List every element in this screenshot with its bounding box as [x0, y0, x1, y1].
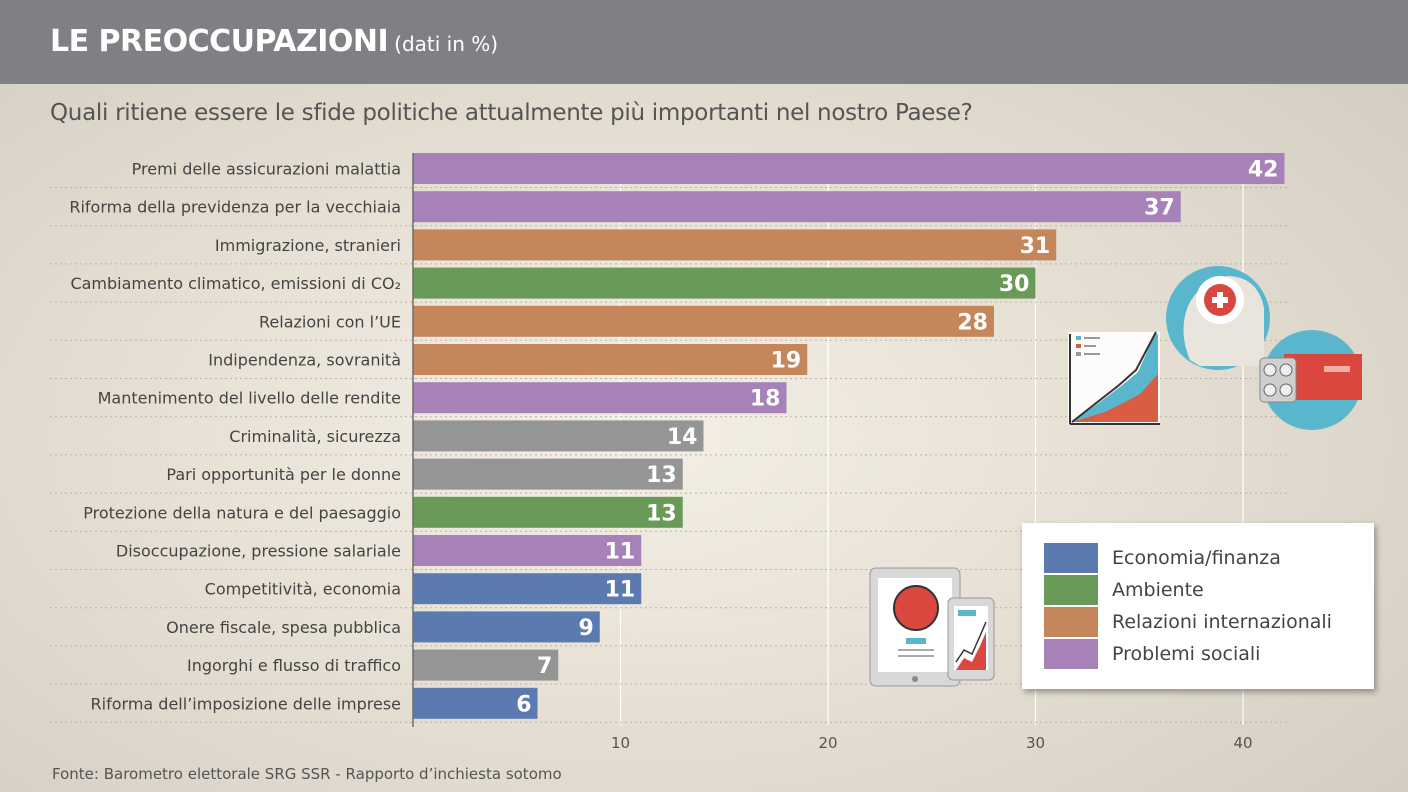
phone-icon	[947, 597, 995, 681]
value-label: 11	[605, 578, 636, 603]
category-label: Riforma della previdenza per la vecchiai…	[69, 198, 401, 217]
category-label: Ingorghi e flusso di traffico	[187, 656, 401, 675]
legend-item-economia-finanza: Economia/finanza	[1044, 543, 1281, 573]
legend-item-ambiente: Ambiente	[1044, 575, 1204, 605]
bar-protezione-della-natura-e-del-paesaggio	[413, 496, 683, 528]
value-label: 42	[1248, 158, 1279, 183]
tablet-icon	[869, 567, 961, 687]
chart-title: LE PREOCCUPAZIONI (dati in %)	[50, 24, 498, 59]
value-label: 28	[957, 310, 988, 335]
category-label: Relazioni con l’UE	[259, 312, 401, 331]
x-tick-label: 20	[818, 734, 837, 752]
value-label: 9	[578, 616, 593, 641]
bar-disoccupazione-pressione-salariale	[413, 535, 642, 566]
legend-label: Ambiente	[1112, 579, 1204, 601]
category-label: Criminalità, sicurezza	[229, 427, 401, 446]
value-label: 6	[516, 692, 531, 717]
legend-item-relazioni-internazionali: Relazioni internazionali	[1044, 607, 1332, 637]
title-text: LE PREOCCUPAZIONI	[50, 24, 389, 59]
category-label: Indipendenza, sovranità	[208, 351, 401, 370]
chart-question: Quali ritiene essere le sfide politiche …	[50, 100, 973, 126]
value-label: 11	[605, 540, 636, 565]
category-label: Competitività, economia	[205, 580, 401, 599]
x-tick-label: 30	[1026, 734, 1045, 752]
bar-ingorghi-e-flusso-di-traffico	[413, 649, 559, 681]
bar-premi-delle-assicurazioni-malattia	[413, 153, 1285, 184]
category-label: Immigrazione, stranieri	[215, 236, 401, 255]
pills-card-icon	[1259, 330, 1362, 430]
value-label: 30	[999, 272, 1030, 297]
category-label: Cambiamento climatico, emissioni di CO₂	[70, 274, 401, 293]
value-label: 18	[750, 387, 781, 412]
value-label: 14	[667, 425, 698, 450]
title-unit: (dati in %)	[394, 32, 499, 56]
bar-relazioni-con-l-ue	[413, 305, 994, 337]
header-bar: LE PREOCCUPAZIONI (dati in %)	[0, 0, 1408, 84]
bar-competitivita-economia	[413, 573, 642, 605]
category-label: Disoccupazione, pressione salariale	[116, 542, 401, 561]
health-and-money-illustration	[1068, 266, 1362, 430]
chart-legend: Economia/finanza Ambiente Relazioni inte…	[1022, 523, 1374, 689]
category-label: Pari opportunità per le donne	[166, 465, 401, 484]
bar-riforma-della-previdenza-per-la-vecchiaia	[413, 191, 1181, 223]
source-note: Fonte: Barometro elettorale SRG SSR - Ra…	[52, 765, 562, 783]
bar-pari-opportunita-per-le-donne	[413, 458, 683, 490]
legend-swatch	[1044, 543, 1098, 573]
tablet-phone-illustration	[869, 567, 995, 687]
bar-immigrazione-stranieri	[413, 229, 1057, 261]
legend-label: Economia/finanza	[1112, 547, 1281, 569]
bar-indipendenza-sovranita	[413, 344, 808, 375]
value-label: 37	[1144, 196, 1175, 221]
bar-mantenimento-del-livello-delle-rendite	[413, 382, 787, 414]
category-label: Onere fiscale, spesa pubblica	[166, 618, 401, 637]
legend-swatch	[1044, 575, 1098, 605]
legend-swatch	[1044, 607, 1098, 637]
category-label: Premi delle assicurazioni malattia	[132, 160, 401, 179]
rising-graph-icon	[1068, 331, 1160, 425]
value-label: 13	[646, 463, 677, 488]
bar-riforma-dell-imposizione-delle-imprese	[413, 687, 538, 719]
bar-criminalita-sicurezza	[413, 420, 704, 452]
x-tick-label: 10	[611, 734, 630, 752]
value-label: 31	[1020, 234, 1051, 259]
legend-swatch	[1044, 639, 1098, 669]
value-label: 13	[646, 501, 677, 526]
category-label: Riforma dell’imposizione delle imprese	[91, 694, 401, 713]
category-label: Protezione della natura e del paesaggio	[83, 503, 401, 522]
bar-cambiamento-climatico-emissioni-di-co	[413, 267, 1036, 299]
legend-label: Problemi sociali	[1112, 643, 1261, 665]
legend-label: Relazioni internazionali	[1112, 611, 1332, 633]
value-label: 7	[537, 654, 552, 679]
swiss-cross-head-icon	[1166, 266, 1270, 370]
value-label: 19	[771, 349, 802, 374]
legend-item-problemi-sociali: Problemi sociali	[1044, 639, 1260, 669]
bar-onere-fiscale-spesa-pubblica	[413, 611, 600, 643]
category-label: Mantenimento del livello delle rendite	[98, 389, 401, 408]
x-tick-label: 40	[1233, 734, 1252, 752]
